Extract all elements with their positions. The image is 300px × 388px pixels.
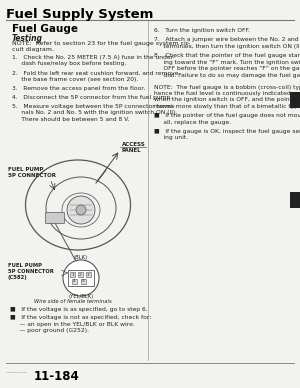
Text: FUEL PUMP
5P CONNECTOR: FUEL PUMP 5P CONNECTOR	[8, 167, 56, 178]
Text: 11-184: 11-184	[34, 370, 80, 383]
FancyBboxPatch shape	[68, 270, 94, 286]
Text: Fuel Supply System: Fuel Supply System	[6, 8, 153, 21]
Text: 2: 2	[79, 272, 82, 277]
Text: 1.   Check the No. 25 METER (7.5 A) fuse in the under-
     dash fuse/relay box : 1. Check the No. 25 METER (7.5 A) fuse i…	[12, 55, 175, 66]
Text: ACCESS
PANEL: ACCESS PANEL	[122, 142, 146, 153]
Text: 1: 1	[71, 272, 74, 277]
FancyBboxPatch shape	[81, 279, 86, 284]
FancyBboxPatch shape	[70, 272, 75, 277]
Text: 6.   Turn the ignition switch OFF.: 6. Turn the ignition switch OFF.	[154, 28, 250, 33]
FancyBboxPatch shape	[78, 272, 83, 277]
Text: ■   If the voltage is as specified, go to step 6.: ■ If the voltage is as specified, go to …	[10, 307, 148, 312]
Text: Fuel Gauge: Fuel Gauge	[12, 24, 78, 34]
Circle shape	[63, 260, 99, 296]
Text: (YEL/BLK): (YEL/BLK)	[68, 294, 94, 299]
FancyBboxPatch shape	[72, 279, 77, 284]
Text: ■   If the voltage is not as specified, check for:
     — an open in the YEL/BLK: ■ If the voltage is not as specified, ch…	[10, 315, 151, 333]
Text: 8.   Check that the pointer of the fuel gauge starts mov-
     ing toward the “F: 8. Check that the pointer of the fuel ga…	[154, 54, 300, 78]
Text: Testing: Testing	[12, 34, 43, 43]
FancyBboxPatch shape	[86, 272, 91, 277]
Bar	[290, 192, 300, 208]
Text: 3.   Remove the access panel from the floor.: 3. Remove the access panel from the floo…	[12, 86, 145, 91]
Text: Wire side of female terminals: Wire side of female terminals	[34, 299, 112, 304]
Bar	[290, 92, 300, 108]
Text: ■   If the pointer of the fuel gauge does not move at
     all, replace the gaug: ■ If the pointer of the fuel gauge does …	[154, 114, 300, 125]
Text: 7.   Attach a jumper wire between the No. 2 and No. 5
     terminals, then turn : 7. Attach a jumper wire between the No. …	[154, 38, 300, 49]
Text: ■   If the gauge is OK, inspect the fuel gauge send-
     ing unit.: ■ If the gauge is OK, inspect the fuel g…	[154, 128, 300, 140]
Text: 4: 4	[73, 279, 76, 284]
Text: 5: 5	[82, 279, 85, 284]
Circle shape	[76, 205, 86, 215]
Text: (BLK): (BLK)	[74, 255, 88, 260]
Text: 2.   Fold the left rear seat cushion forward, and remove
     the base frame cov: 2. Fold the left rear seat cushion forwa…	[12, 71, 178, 82]
Text: NOTE:  Refer to section 23 for the fuel gauge system cir-
cuit diagram.: NOTE: Refer to section 23 for the fuel g…	[12, 41, 190, 52]
Text: ————: ————	[6, 370, 28, 375]
FancyBboxPatch shape	[46, 213, 64, 223]
Text: NOTE:  The fuel gauge is a bobbin (cross-coil) type,
hence the fuel level is con: NOTE: The fuel gauge is a bobbin (cross-…	[154, 85, 300, 109]
Text: FUEL PUMP
5P CONNECTOR
(C582): FUEL PUMP 5P CONNECTOR (C582)	[8, 263, 54, 280]
Text: 4.   Disconnect the 5P connector from the fuel pump.: 4. Disconnect the 5P connector from the …	[12, 95, 172, 100]
Text: 5.   Measure voltage between the 5P connector termi-
     nals No. 2 and No. 5 w: 5. Measure voltage between the 5P connec…	[12, 104, 177, 122]
Text: 3: 3	[87, 272, 90, 277]
Circle shape	[67, 196, 95, 224]
